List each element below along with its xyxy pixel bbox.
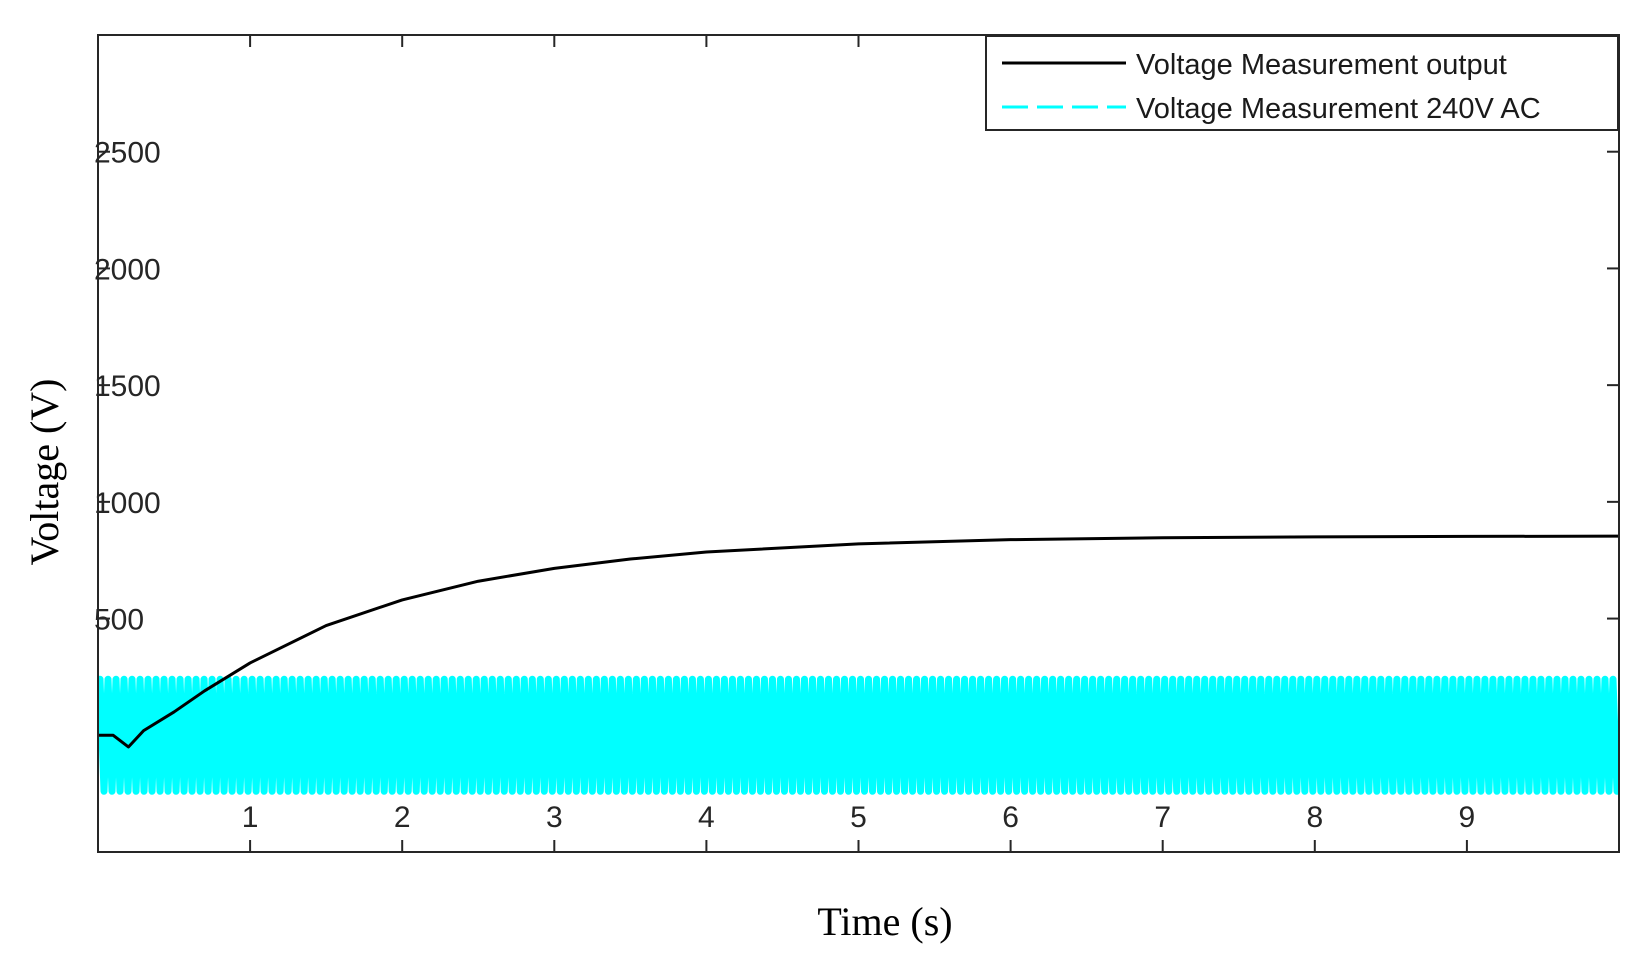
x-axis-label: Time (s) — [817, 899, 952, 944]
x-tick-label: 6 — [1002, 801, 1019, 834]
ac-series-band — [98, 675, 1619, 795]
x-tick-label: 3 — [546, 801, 563, 834]
x-tick-label: 7 — [1154, 801, 1171, 834]
legend-label-output: Voltage Measurement output — [1136, 49, 1507, 81]
axis-ticks: 1 2 3 4 5 6 7 8 9 500 1000 1500 2000 2500 — [94, 35, 1619, 852]
x-tick-label: 1 — [242, 801, 259, 834]
ac-series-line — [98, 675, 1619, 795]
legend: Voltage Measurement output Voltage Measu… — [985, 35, 1619, 131]
x-tick-label: 5 — [850, 801, 867, 834]
legend-label-ac: Voltage Measurement 240V AC — [1136, 93, 1541, 125]
x-tick-label: 2 — [394, 801, 411, 834]
output-series-layer — [98, 534, 1619, 749]
y-axis-label: Voltage (V) — [22, 379, 67, 566]
y-tick-label: 1500 — [94, 370, 161, 403]
legend-box — [985, 35, 1619, 131]
y-tick-label: 500 — [94, 604, 144, 637]
y-tick-label: 2500 — [94, 137, 161, 170]
x-tick-label: 8 — [1306, 801, 1323, 834]
y-tick-label: 2000 — [94, 253, 161, 286]
x-tick-label: 4 — [698, 801, 715, 834]
output-series-line — [98, 534, 1619, 749]
x-tick-label: 9 — [1459, 801, 1476, 834]
y-tick-label: 1000 — [94, 487, 161, 520]
